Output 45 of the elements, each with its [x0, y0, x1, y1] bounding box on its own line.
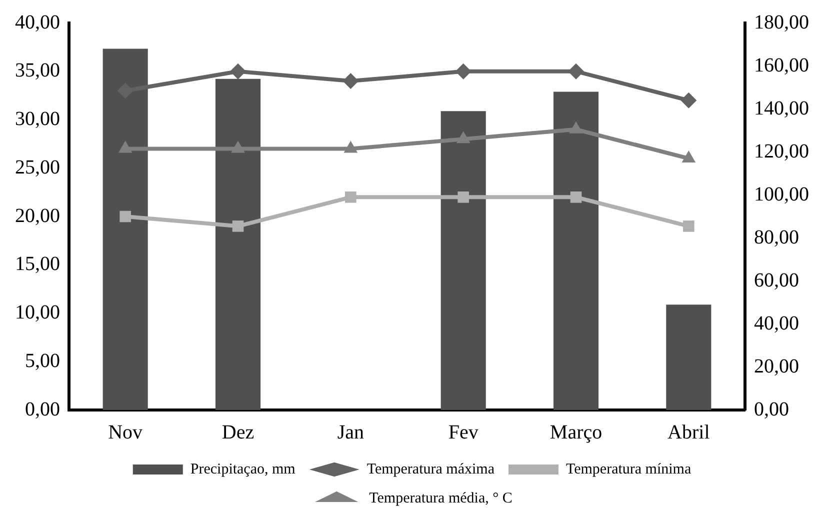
point [568, 63, 584, 80]
y-tick-label: 20,00 [15, 204, 60, 227]
y-tick-label: 40,00 [15, 11, 60, 34]
y-tick-label: 15,00 [15, 253, 60, 276]
legend-label: Temperatura média, ° C [369, 490, 512, 506]
point [570, 191, 582, 203]
legend-label: Temperatura mínima [566, 461, 692, 478]
y2-tick-label: 100,00 [754, 183, 809, 206]
point [232, 220, 244, 232]
point [345, 191, 356, 203]
bar [553, 92, 599, 410]
y-tick-label: 5,00 [25, 350, 60, 372]
x-tick-label: Nov [108, 421, 143, 444]
y2-tick-label: 60,00 [754, 269, 799, 292]
y2-tick-label: 160,00 [754, 54, 809, 76]
point [230, 63, 246, 80]
point [455, 63, 472, 80]
bar [215, 78, 261, 410]
y2-tick-label: 0,00 [754, 398, 789, 420]
y2-tick-label: 140,00 [754, 97, 809, 120]
y2-tick-label: 20,00 [754, 355, 799, 378]
x-tick-label: Jan [337, 421, 364, 444]
legend-label: Temperatura máxima [366, 461, 495, 478]
point [120, 210, 131, 222]
x-tick-label: Março [550, 421, 602, 444]
point [458, 191, 469, 203]
bar [102, 48, 148, 410]
point [680, 92, 697, 108]
x-tick-label: Fev [448, 421, 478, 444]
point [342, 73, 359, 90]
bar [440, 111, 486, 410]
legend-label: Precipitaçao, mm [190, 461, 296, 478]
y-tick-label: 25,00 [15, 156, 60, 178]
bar [666, 304, 712, 410]
y-tick-label: 0,00 [25, 398, 60, 420]
y-tick-label: 10,00 [15, 302, 60, 324]
y-tick-label: 30,00 [15, 108, 60, 130]
y-tick-label: 35,00 [15, 60, 60, 82]
point [683, 220, 694, 232]
y2-tick-label: 40,00 [754, 312, 799, 334]
y2-tick-label: 180,00 [754, 11, 809, 34]
y2-tick-label: 120,00 [754, 140, 809, 162]
x-tick-label: Dez [222, 421, 254, 444]
x-tick-label: Abril [668, 421, 710, 444]
y2-tick-label: 80,00 [754, 226, 799, 248]
